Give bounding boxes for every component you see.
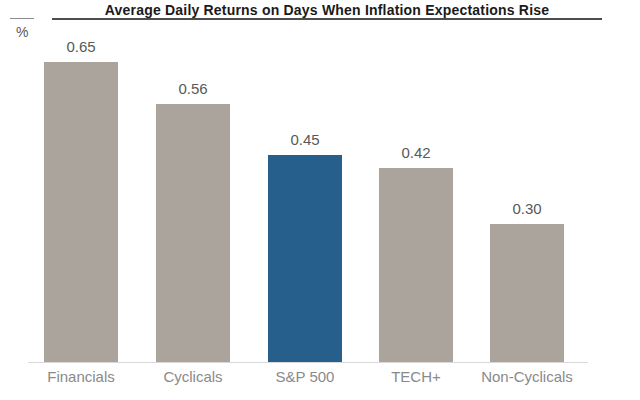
bar-value-label: 0.45 bbox=[265, 131, 345, 148]
x-axis-category-label: Cyclicals bbox=[135, 368, 251, 385]
bar-default bbox=[490, 224, 564, 362]
bar-value-label: 0.42 bbox=[376, 144, 456, 161]
bar-value-label: 0.65 bbox=[41, 38, 121, 55]
bar-highlighted bbox=[268, 155, 342, 362]
x-axis-category-label: S&P 500 bbox=[247, 368, 363, 385]
bar-default bbox=[379, 168, 453, 362]
bar-default bbox=[44, 62, 118, 362]
bar-value-label: 0.56 bbox=[153, 80, 233, 97]
x-axis-category-label: Financials bbox=[23, 368, 139, 385]
x-axis-category-label: TECH+ bbox=[358, 368, 474, 385]
plot-area: 0.65 Financials 0.56 Cyclicals 0.45 S&P 500 0.… bbox=[0, 0, 640, 400]
bar-value-label: 0.30 bbox=[487, 200, 567, 217]
chart-canvas: Average Daily Returns on Days When Infla… bbox=[0, 0, 640, 400]
bar-default bbox=[156, 104, 230, 362]
x-axis-baseline bbox=[28, 362, 588, 363]
x-axis-category-label: Non-Cyclicals bbox=[469, 368, 585, 385]
